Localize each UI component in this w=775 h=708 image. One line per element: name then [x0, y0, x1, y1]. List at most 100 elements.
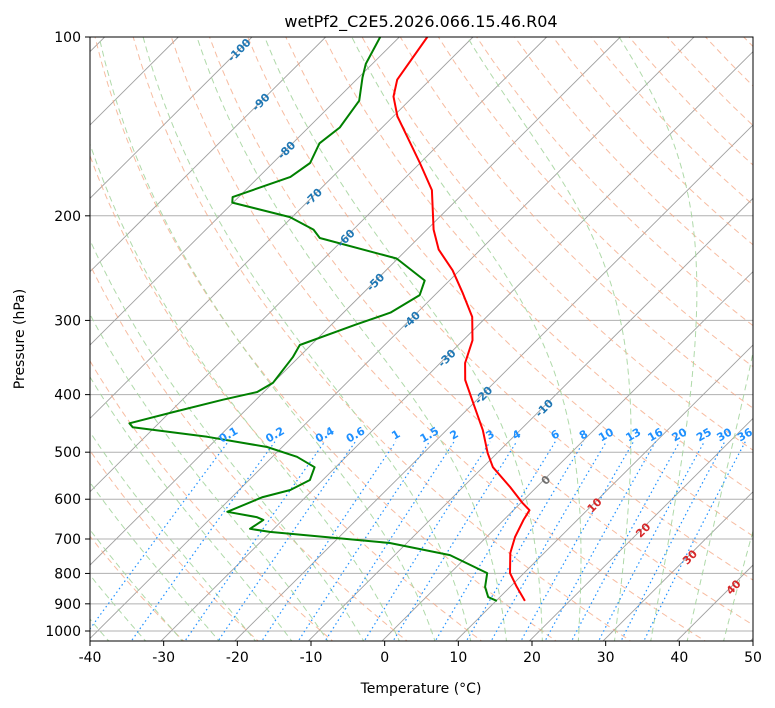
isotherm: [90, 37, 547, 493]
dry-adiabat: [285, 37, 753, 537]
mixing-ratio-label: 0.4: [313, 424, 337, 445]
dry-adiabat: [90, 449, 259, 641]
mixing-ratio-line: [620, 441, 726, 641]
dry-adiabat: [437, 37, 753, 368]
dry-adiabat: [514, 37, 753, 286]
x-tick-label: 50: [744, 650, 762, 666]
mixing-ratio-label: 16: [645, 425, 665, 444]
isotherm-label: -100: [225, 36, 254, 65]
dry-adiabat: [323, 37, 753, 494]
moist-adiabat: [264, 37, 543, 641]
dry-adiabat: [743, 37, 753, 48]
mixing-ratio-line: [520, 441, 635, 641]
mixing-ratio-line: [184, 441, 326, 641]
dewpoint-profile-line: [128, 37, 498, 602]
x-tick-label: -40: [79, 650, 102, 666]
moist-adiabat: [98, 37, 436, 641]
moist-adiabat: [90, 481, 220, 641]
mixing-ratio-line: [324, 441, 455, 641]
mixing-ratio-line: [297, 441, 430, 641]
dry-adiabat: [552, 37, 753, 246]
isotherm: [750, 637, 753, 641]
x-tick-label: -20: [226, 650, 249, 666]
x-tick-label: 10: [449, 650, 467, 666]
x-tick-label: -10: [300, 650, 323, 666]
isotherm-label: 30: [680, 547, 700, 567]
mixing-ratio-label: 10: [596, 425, 616, 444]
mixing-ratio-line: [392, 441, 518, 641]
moist-adiabat: [142, 37, 472, 641]
isotherm-label: -20: [472, 383, 495, 406]
dry-adiabat: [90, 154, 483, 641]
dry-adiabat: [132, 37, 632, 641]
mixing-ratio-line: [465, 441, 585, 641]
isotherm: [90, 37, 474, 420]
moist-adiabat: [90, 574, 147, 641]
x-tick-label: 0: [380, 650, 389, 666]
x-tick-label: -30: [152, 650, 175, 666]
dry-adiabat: [94, 37, 557, 641]
isotherm: [160, 50, 753, 641]
isotherm-label: -70: [302, 185, 325, 208]
moist-adiabat: [90, 238, 365, 641]
mixing-ratio-label: 36: [735, 425, 755, 444]
dry-adiabat: [170, 37, 706, 641]
line-labels: 0.1 0.2 0.4 0.6 1 1.5 2 3 4 6 8 10 13 16 20 25 30 36-100-…: [217, 36, 755, 597]
isotherm: [90, 37, 253, 199]
y-tick-label: 400: [54, 388, 81, 404]
mixing-ratio-line: [217, 441, 356, 641]
mixing-ratio-label: 1.5: [418, 424, 441, 445]
dry-adiabat: [476, 37, 753, 327]
moist-adiabat: [723, 529, 753, 641]
x-axis-label: Temperature (°C): [360, 681, 482, 697]
isotherm-label: -90: [249, 90, 272, 113]
moist-adiabat: [686, 350, 753, 641]
chart-title: wetPf2_C2E5.2026.066.15.46.R04: [284, 12, 557, 32]
isotherm-label: 10: [585, 495, 605, 515]
dry-adiabat: [209, 37, 753, 626]
moist-adiabat: [351, 37, 582, 641]
mixing-ratio-line: [434, 441, 556, 641]
y-tick-label: 600: [54, 492, 81, 508]
isotherm-label: 40: [724, 577, 744, 597]
moist-adiabat: [196, 37, 507, 641]
y-tick-label: 100: [54, 30, 81, 46]
mixing-ratio-line: [643, 441, 746, 641]
mixing-ratio-label: 1: [389, 427, 402, 442]
isotherm: [234, 124, 753, 641]
isotherm-label: -30: [435, 346, 458, 369]
axes: -40 -30 -20 -10 0 10 20 30 40 5010020030040050060…: [45, 30, 762, 666]
isotherm: [381, 271, 753, 641]
x-tick-label: 20: [523, 650, 541, 666]
mixing-ratio-line: [490, 441, 607, 641]
mixing-ratio-label: 8: [577, 427, 590, 442]
isotherm-label: 0: [539, 473, 554, 488]
moist-adiabat: [90, 142, 400, 641]
isotherm: [90, 37, 400, 346]
plot-frame: [89, 36, 754, 642]
isotherm: [455, 344, 753, 641]
y-axis-label: Pressure (hPa): [12, 289, 28, 389]
profile-lines: [128, 37, 531, 602]
mixing-ratio-label: 30: [714, 425, 734, 444]
moist-adiabat: [618, 37, 698, 641]
mixing-ratio-label: 25: [694, 425, 714, 444]
mixing-ratio-label: 2: [448, 427, 461, 442]
mixing-ratio-label: 0.6: [344, 424, 368, 445]
isotherm-label: -50: [364, 270, 387, 293]
y-tick-label: 200: [54, 209, 81, 225]
moist-adiabat: [90, 431, 257, 641]
x-tick-label: 40: [670, 650, 688, 666]
y-tick-label: 300: [54, 313, 81, 329]
mixing-ratio-line: [130, 441, 276, 641]
y-tick-label: 1000: [45, 624, 81, 640]
moist-adiabat: [466, 37, 632, 641]
isotherm: [90, 37, 695, 640]
isotherm-label: -10: [533, 396, 556, 419]
x-tick-label: 30: [597, 650, 615, 666]
dry-adiabat: [705, 37, 753, 87]
mixing-ratio-label: 0.2: [263, 424, 286, 445]
mixing-ratio-label: 20: [670, 425, 690, 444]
